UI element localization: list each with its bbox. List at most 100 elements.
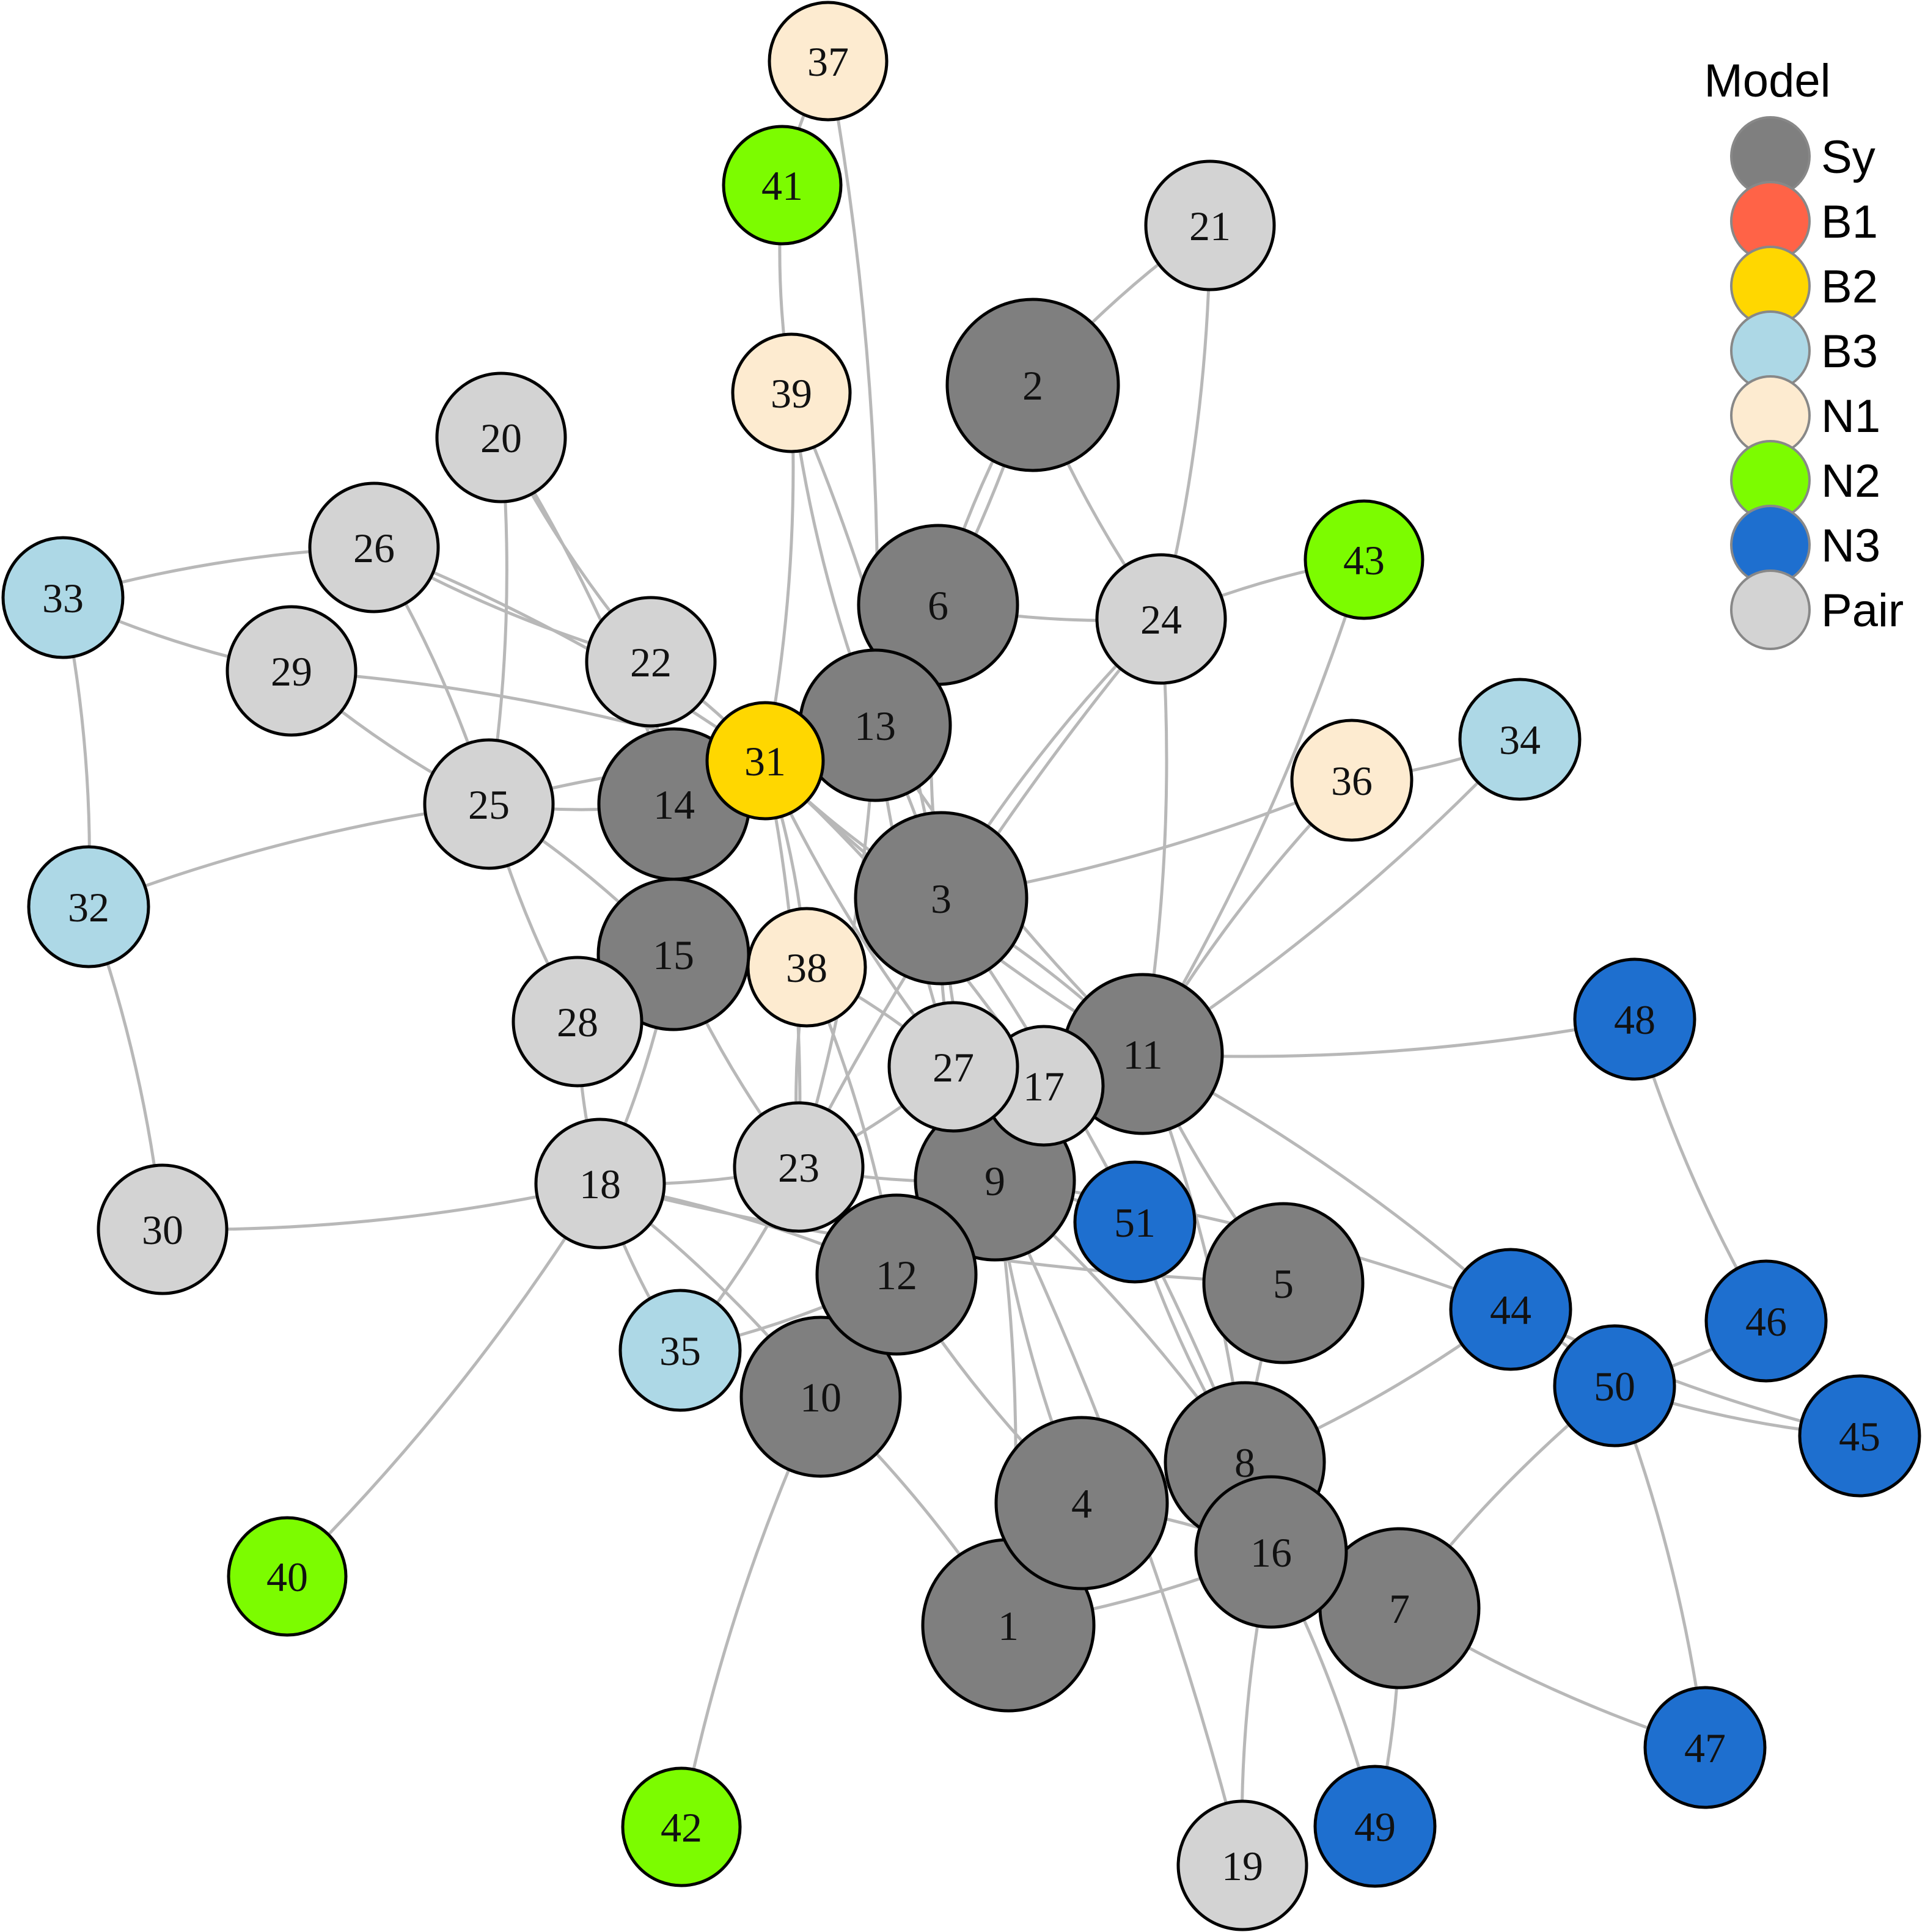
node-circle-27: [887, 1001, 1019, 1133]
node-label-24: 24: [1140, 596, 1182, 643]
node-circle-39: [731, 332, 852, 453]
node-circle-5: [1202, 1202, 1365, 1364]
node-circle-31: [705, 701, 825, 821]
node-label-1: 1: [998, 1603, 1019, 1649]
legend-item-b2: B2: [1730, 246, 1878, 326]
node-label-37: 37: [807, 38, 849, 85]
node-label-6: 6: [928, 582, 948, 629]
node-label-48: 48: [1614, 997, 1656, 1043]
node-48: 48: [1573, 957, 1696, 1081]
node-label-19: 19: [1222, 1843, 1263, 1889]
node-47: 47: [1643, 1686, 1767, 1809]
node-36: 36: [1290, 719, 1414, 842]
node-circle-50: [1553, 1324, 1676, 1447]
node-label-30: 30: [142, 1207, 183, 1253]
node-label-49: 49: [1354, 1804, 1396, 1850]
node-circle-43: [1304, 499, 1425, 620]
node-circle-49: [1313, 1765, 1437, 1888]
node-label-16: 16: [1250, 1529, 1292, 1576]
legend-item-n2: N2: [1730, 440, 1880, 521]
node-circle-10: [739, 1315, 902, 1478]
node-label-10: 10: [800, 1374, 842, 1421]
node-label-51: 51: [1114, 1199, 1156, 1246]
node-circle-47: [1643, 1686, 1767, 1809]
node-label-5: 5: [1273, 1261, 1294, 1307]
legend-item-sy: Sy: [1730, 116, 1876, 197]
node-label-33: 33: [42, 575, 84, 621]
node-circle-21: [1144, 159, 1276, 291]
legend-label-sy: Sy: [1821, 131, 1876, 183]
legend-item-b3: B3: [1730, 310, 1878, 391]
node-12: 12: [815, 1193, 978, 1356]
node-38: 38: [746, 907, 867, 1028]
node-label-31: 31: [744, 738, 786, 785]
legend-swatch-pair: [1730, 569, 1811, 650]
node-10: 10: [739, 1315, 902, 1478]
node-circle-33: [1, 536, 125, 659]
legend-label-b2: B2: [1821, 261, 1878, 313]
node-circle-45: [1798, 1374, 1921, 1498]
node-circle-18: [534, 1118, 666, 1250]
node-label-26: 26: [353, 525, 395, 571]
node-label-47: 47: [1684, 1725, 1726, 1771]
node-label-38: 38: [786, 945, 827, 991]
node-circle-44: [1449, 1248, 1572, 1371]
node-21: 21: [1144, 159, 1276, 291]
node-27: 27: [887, 1001, 1019, 1133]
node-circle-22: [585, 596, 717, 728]
node-label-28: 28: [557, 999, 598, 1045]
node-label-2: 2: [1022, 362, 1043, 409]
node-circle-20: [435, 371, 567, 503]
legend-label-b1: B1: [1821, 196, 1878, 248]
node-label-14: 14: [653, 781, 695, 828]
node-51: 51: [1073, 1160, 1197, 1284]
node-label-36: 36: [1331, 758, 1373, 804]
node-label-43: 43: [1343, 537, 1385, 584]
node-label-42: 42: [661, 1804, 702, 1851]
node-7: 7: [1318, 1527, 1481, 1689]
node-5: 5: [1202, 1202, 1365, 1364]
node-label-12: 12: [876, 1252, 917, 1298]
node-29: 29: [226, 605, 358, 737]
node-49: 49: [1313, 1765, 1437, 1888]
node-label-22: 22: [630, 639, 672, 686]
node-circle-19: [1176, 1799, 1308, 1931]
node-label-50: 50: [1594, 1363, 1635, 1410]
node-37: 37: [768, 1, 889, 122]
node-4: 4: [994, 1416, 1169, 1590]
node-label-11: 11: [1123, 1031, 1162, 1078]
node-13: 13: [798, 648, 952, 802]
node-45: 45: [1798, 1374, 1921, 1498]
node-label-40: 40: [266, 1554, 308, 1600]
node-3: 3: [854, 811, 1028, 986]
node-circle-46: [1704, 1259, 1828, 1383]
node-circle-24: [1095, 553, 1227, 685]
node-label-41: 41: [761, 163, 803, 209]
node-circle-2: [945, 298, 1120, 472]
legend-title: Model: [1704, 55, 1831, 107]
node-label-29: 29: [271, 648, 312, 695]
legend-item-n3: N3: [1730, 505, 1880, 585]
node-22: 22: [585, 596, 717, 728]
node-circle-29: [226, 605, 358, 737]
node-circle-51: [1073, 1160, 1197, 1284]
node-label-25: 25: [468, 781, 510, 828]
node-label-27: 27: [933, 1044, 974, 1091]
node-circle-37: [768, 1, 889, 122]
node-circle-4: [994, 1416, 1169, 1590]
node-16: 16: [1194, 1475, 1348, 1629]
node-label-15: 15: [653, 932, 694, 978]
node-41: 41: [722, 125, 843, 246]
node-circle-40: [227, 1516, 348, 1637]
node-28: 28: [512, 956, 644, 1088]
node-circle-12: [815, 1193, 978, 1356]
node-label-23: 23: [778, 1144, 820, 1191]
node-label-46: 46: [1745, 1298, 1787, 1345]
node-label-44: 44: [1490, 1287, 1531, 1333]
node-label-21: 21: [1189, 203, 1231, 249]
legend: Model Sy B1 B2 B3 N1 N2 N3 Pair: [1704, 55, 1904, 650]
node-50: 50: [1553, 1324, 1676, 1447]
legend-label-n2: N2: [1821, 455, 1880, 507]
